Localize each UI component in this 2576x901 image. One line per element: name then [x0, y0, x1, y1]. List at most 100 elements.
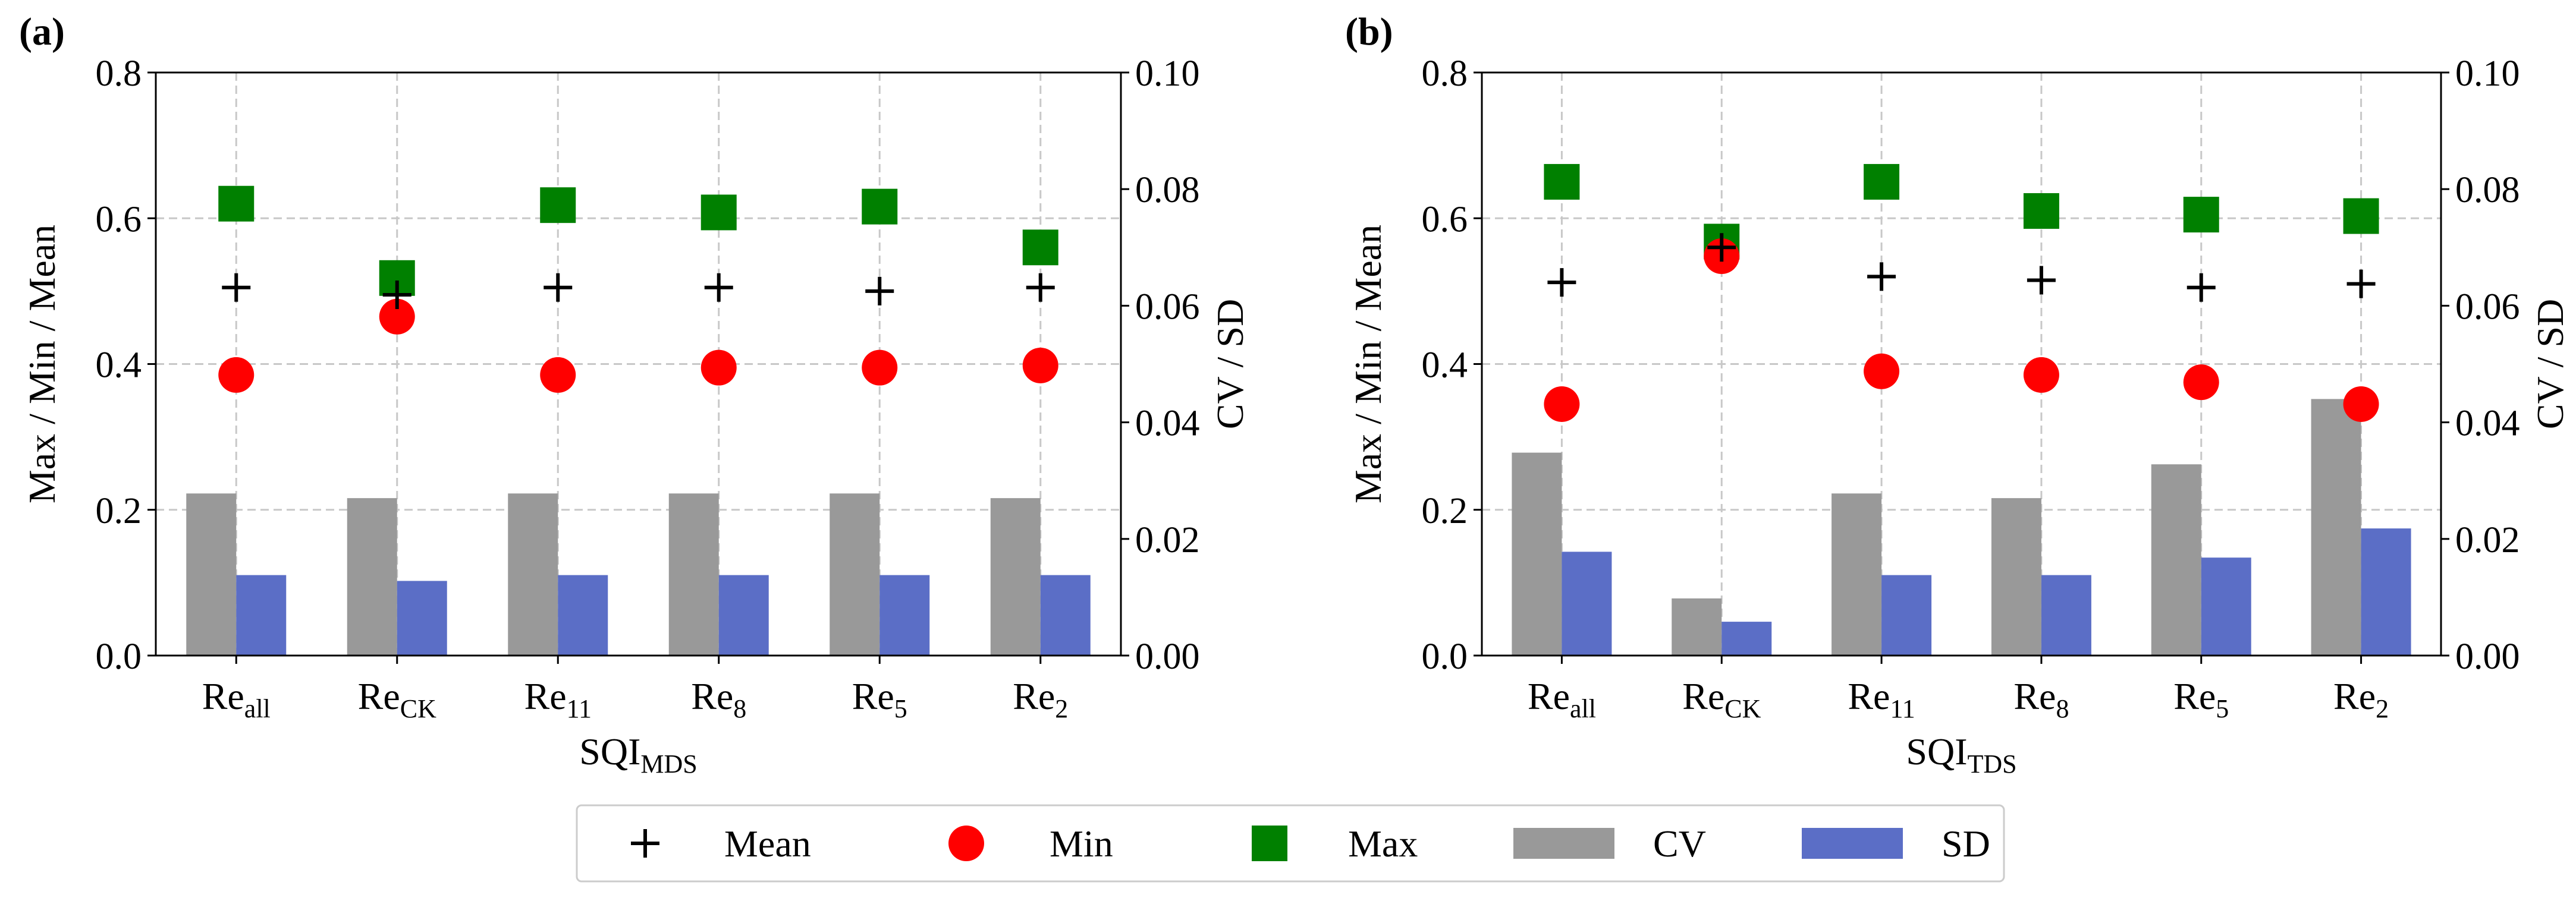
max-marker [2023, 193, 2059, 229]
y-right-tick-label: 0.04 [2455, 404, 2520, 444]
min-marker [379, 298, 415, 335]
min-marker [862, 349, 898, 386]
sd-bar [397, 581, 447, 656]
x-tick-label-base: Re [2013, 675, 2056, 717]
sd-bar [718, 575, 769, 656]
panel-b: 0.0 0.2 0.4 0.6 0.8 0.00 0.02 0.04 0.06 0.08 0.10 R… [1345, 10, 2571, 779]
x-axis-label: SQITDS [1906, 730, 2016, 779]
max-marker [2343, 198, 2379, 234]
sd-bar [558, 575, 608, 656]
cv-bar [1672, 598, 1722, 656]
mean-marker [1547, 268, 1576, 297]
x-tick-label: Re2 [1013, 675, 1068, 723]
x-tick-label: Re2 [2333, 675, 2389, 723]
y-right-tick-label: 0.08 [2455, 170, 2520, 210]
min-marker [2343, 386, 2379, 422]
x-tick-label-base: Re [691, 675, 733, 717]
x-tick-label-base: Re [2333, 675, 2376, 717]
max-marker [1022, 229, 1058, 266]
mean-marker [2346, 269, 2376, 298]
x-tick-label-base: Re [202, 675, 244, 717]
x-axis-label-sub: TDS [1968, 749, 2017, 779]
legend-max-label: Max [1348, 823, 1418, 865]
x-tick-label: ReCK [358, 675, 436, 723]
mean-marker [1026, 273, 1055, 302]
x-tick-label-sub: all [1570, 694, 1596, 723]
y-left-tick-label: 0.2 [1422, 491, 1468, 531]
x-tick-label-base: Re [1682, 675, 1724, 717]
x-tick-label-base: Re [524, 675, 567, 717]
sd-bar [1562, 552, 1612, 656]
x-tick-label-sub: 11 [1890, 694, 1915, 723]
mean-marker [382, 281, 411, 310]
x-tick-label: Re11 [1848, 675, 1915, 723]
mean-marker [1867, 262, 1896, 291]
x-tick-label-base: Re [1528, 675, 1570, 717]
y-left-tick-label: 0.8 [96, 53, 142, 94]
legend-min-icon [948, 826, 984, 861]
legend-cv-icon [1513, 828, 1614, 859]
x-tick-label: Re5 [852, 675, 907, 723]
sd-bar [2041, 575, 2091, 656]
x-tick-label: ReCK [1682, 675, 1761, 723]
cv-bar [2311, 399, 2361, 656]
y-right-axis-label: CV / SD [1209, 299, 1251, 429]
x-tick-label-sub: 8 [733, 694, 746, 723]
y-left-axis-label: Max / Min / Mean [21, 225, 63, 503]
min-marker [1544, 386, 1580, 422]
y-right-tick-label: 0.00 [2455, 637, 2520, 677]
min-marker [1864, 353, 1900, 389]
x-axis-label-sub: MDS [640, 749, 697, 779]
x-tick-label: Re11 [524, 675, 592, 723]
cv-bar [1832, 493, 1882, 656]
y-left-tick-label: 0.4 [1422, 345, 1468, 386]
legend-cv-label: CV [1653, 823, 1706, 865]
cv-bar [830, 493, 880, 656]
panel-label: (a) [19, 10, 65, 53]
min-marker [1022, 347, 1058, 383]
max-marker [218, 185, 255, 222]
panel-label: (b) [1345, 10, 1393, 53]
max-marker [1864, 163, 1900, 200]
sd-bar [879, 575, 930, 656]
x-axis-label-base: SQI [1906, 730, 1967, 773]
y-right-axis-label: CV / SD [2529, 299, 2571, 429]
max-marker [2183, 197, 2219, 233]
cv-bar [1512, 452, 1562, 656]
cv-bar [668, 493, 719, 656]
cv-bar [1991, 498, 2041, 656]
x-tick-label-sub: 2 [1055, 694, 1068, 723]
sd-bar [1881, 575, 1932, 656]
x-tick-label-sub: 5 [2216, 694, 2229, 723]
panel-a: 0.0 0.2 0.4 0.6 0.8 0.00 0.02 0.04 0.06 0.08 0.10 R… [19, 10, 1251, 779]
y-left-tick-label: 0.6 [1422, 199, 1468, 240]
y-right-tick-label: 0.10 [2455, 53, 2520, 94]
y-left-tick-label: 0.0 [96, 637, 142, 677]
sd-bar [1721, 622, 1772, 656]
min-marker [540, 357, 576, 393]
mean-marker [2027, 266, 2056, 295]
legend-mean-icon [631, 829, 659, 858]
mean-marker [544, 273, 573, 302]
x-tick-label-base: Re [358, 675, 400, 717]
x-tick-label-sub: all [244, 694, 271, 723]
x-tick-label: Re5 [2173, 675, 2229, 723]
x-tick-label: Reall [1528, 675, 1596, 723]
y-right-tick-label: 0.04 [1135, 404, 1200, 444]
y-left-tick-label: 0.8 [1422, 53, 1468, 94]
mean-marker [1707, 233, 1736, 262]
max-marker [862, 188, 898, 225]
y-right-tick-label: 0.08 [1135, 170, 1200, 210]
x-tick-label-base: Re [1013, 675, 1055, 717]
min-marker [2023, 357, 2059, 393]
x-tick-label-sub: 2 [2376, 694, 2389, 723]
x-tick-label: Reall [202, 675, 271, 723]
x-tick-label-base: Re [852, 675, 894, 717]
sd-bar [2201, 557, 2251, 656]
mean-marker [222, 273, 251, 302]
max-marker [700, 194, 737, 231]
cv-bar [508, 493, 558, 656]
y-left-tick-label: 0.4 [96, 345, 142, 386]
x-tick-label: Re8 [691, 675, 746, 723]
